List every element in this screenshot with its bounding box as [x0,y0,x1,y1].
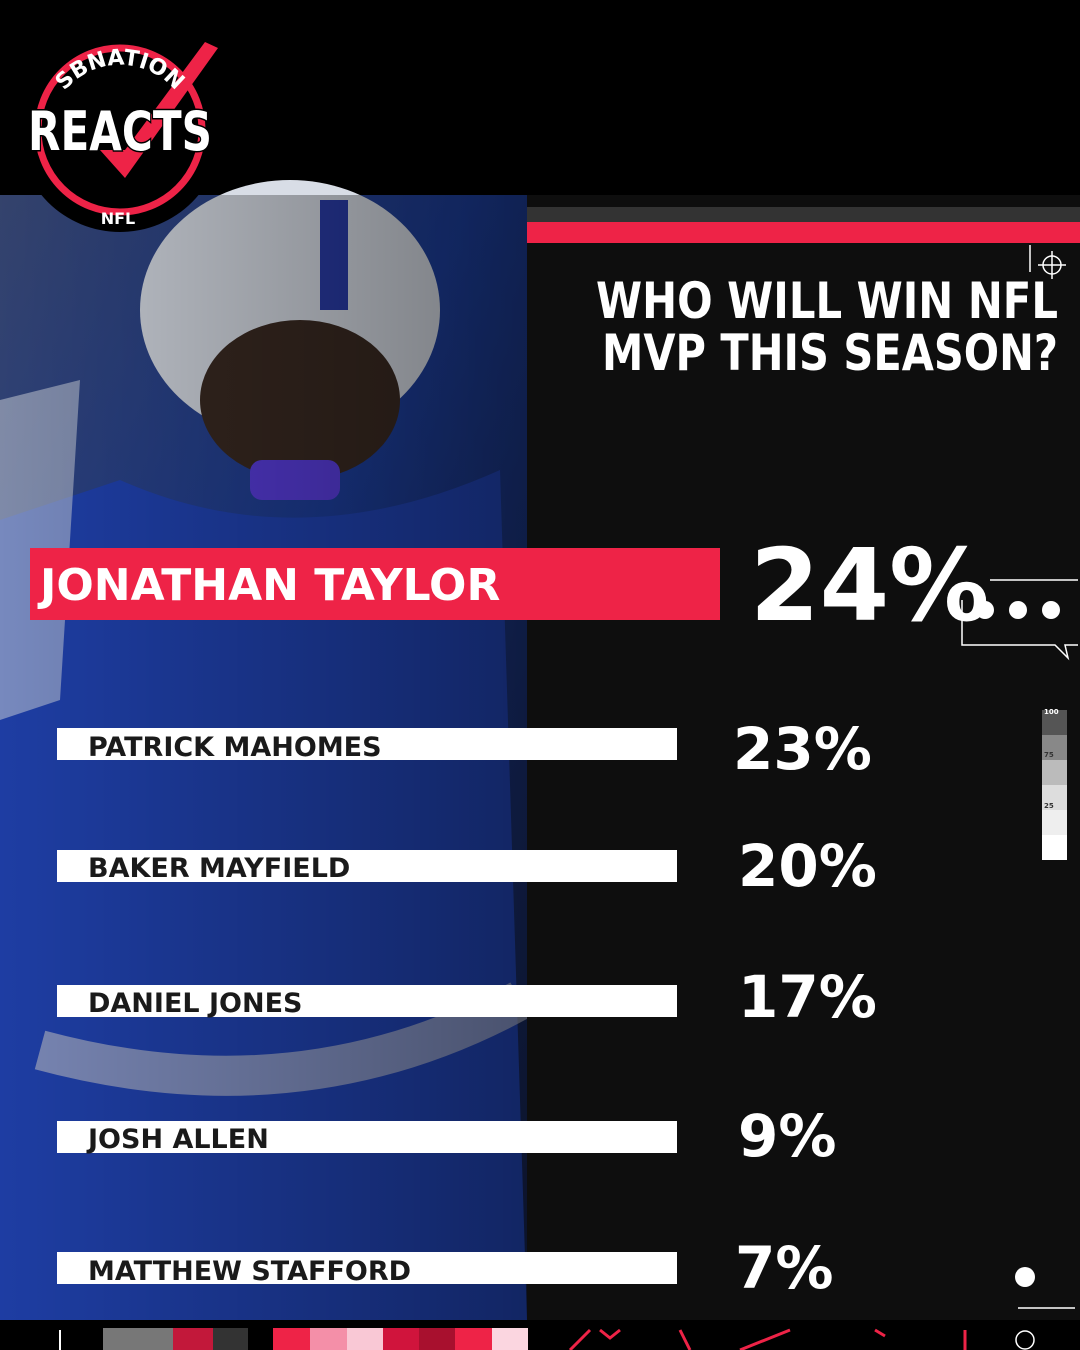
result-name: MATTHEW STAFFORD [88,1256,411,1287]
scale-label: 25 [1044,802,1054,810]
result-name: PATRICK MAHOMES [88,732,382,763]
result-bar [57,728,677,760]
result-value: 7% [735,1234,833,1302]
result-name: JOSH ALLEN [86,1124,269,1155]
result-name: DANIEL JONES [88,988,302,1019]
stripe [527,207,1080,222]
ellipsis-dot [1042,601,1060,619]
scale-label: 100 [1044,708,1059,716]
results: JONATHAN TAYLOR 24% PATRICK MAHOMES 23% BAKE… [30,527,1060,1302]
logo-main: REACTS [28,100,212,163]
bottom-strip [59,1328,967,1350]
highlight-bar [30,548,720,620]
result-value: 24% [750,527,989,644]
corner-marks [1015,1267,1075,1350]
result-bar [57,985,677,1017]
speech-bubble [961,579,1078,661]
question-line: WHO WILL WIN NFL [596,272,1058,330]
result-value: 9% [738,1102,836,1170]
result-value: 20% [738,832,877,900]
red-stripe [527,222,1080,243]
logo-bottom: NFL [101,209,136,228]
result-value: 17% [738,963,877,1031]
crosshair [1029,245,1066,279]
result-bar [57,1121,677,1153]
result-name: JONATHAN TAYLOR [37,560,500,611]
scale-bar [1042,710,1067,860]
question-line: MVP THIS SEASON? [602,324,1058,382]
ellipsis-dot [976,601,994,619]
scale-label: 75 [1044,751,1054,759]
ellipsis-dot [1009,601,1027,619]
result-bar [57,850,677,882]
scale-labels: 100 75 25 [1044,708,1059,810]
result-name: BAKER MAYFIELD [88,853,350,884]
logo: SBNATION REACTS NFL [18,28,222,232]
result-value: 23% [733,715,872,783]
result-bar [57,1252,677,1284]
